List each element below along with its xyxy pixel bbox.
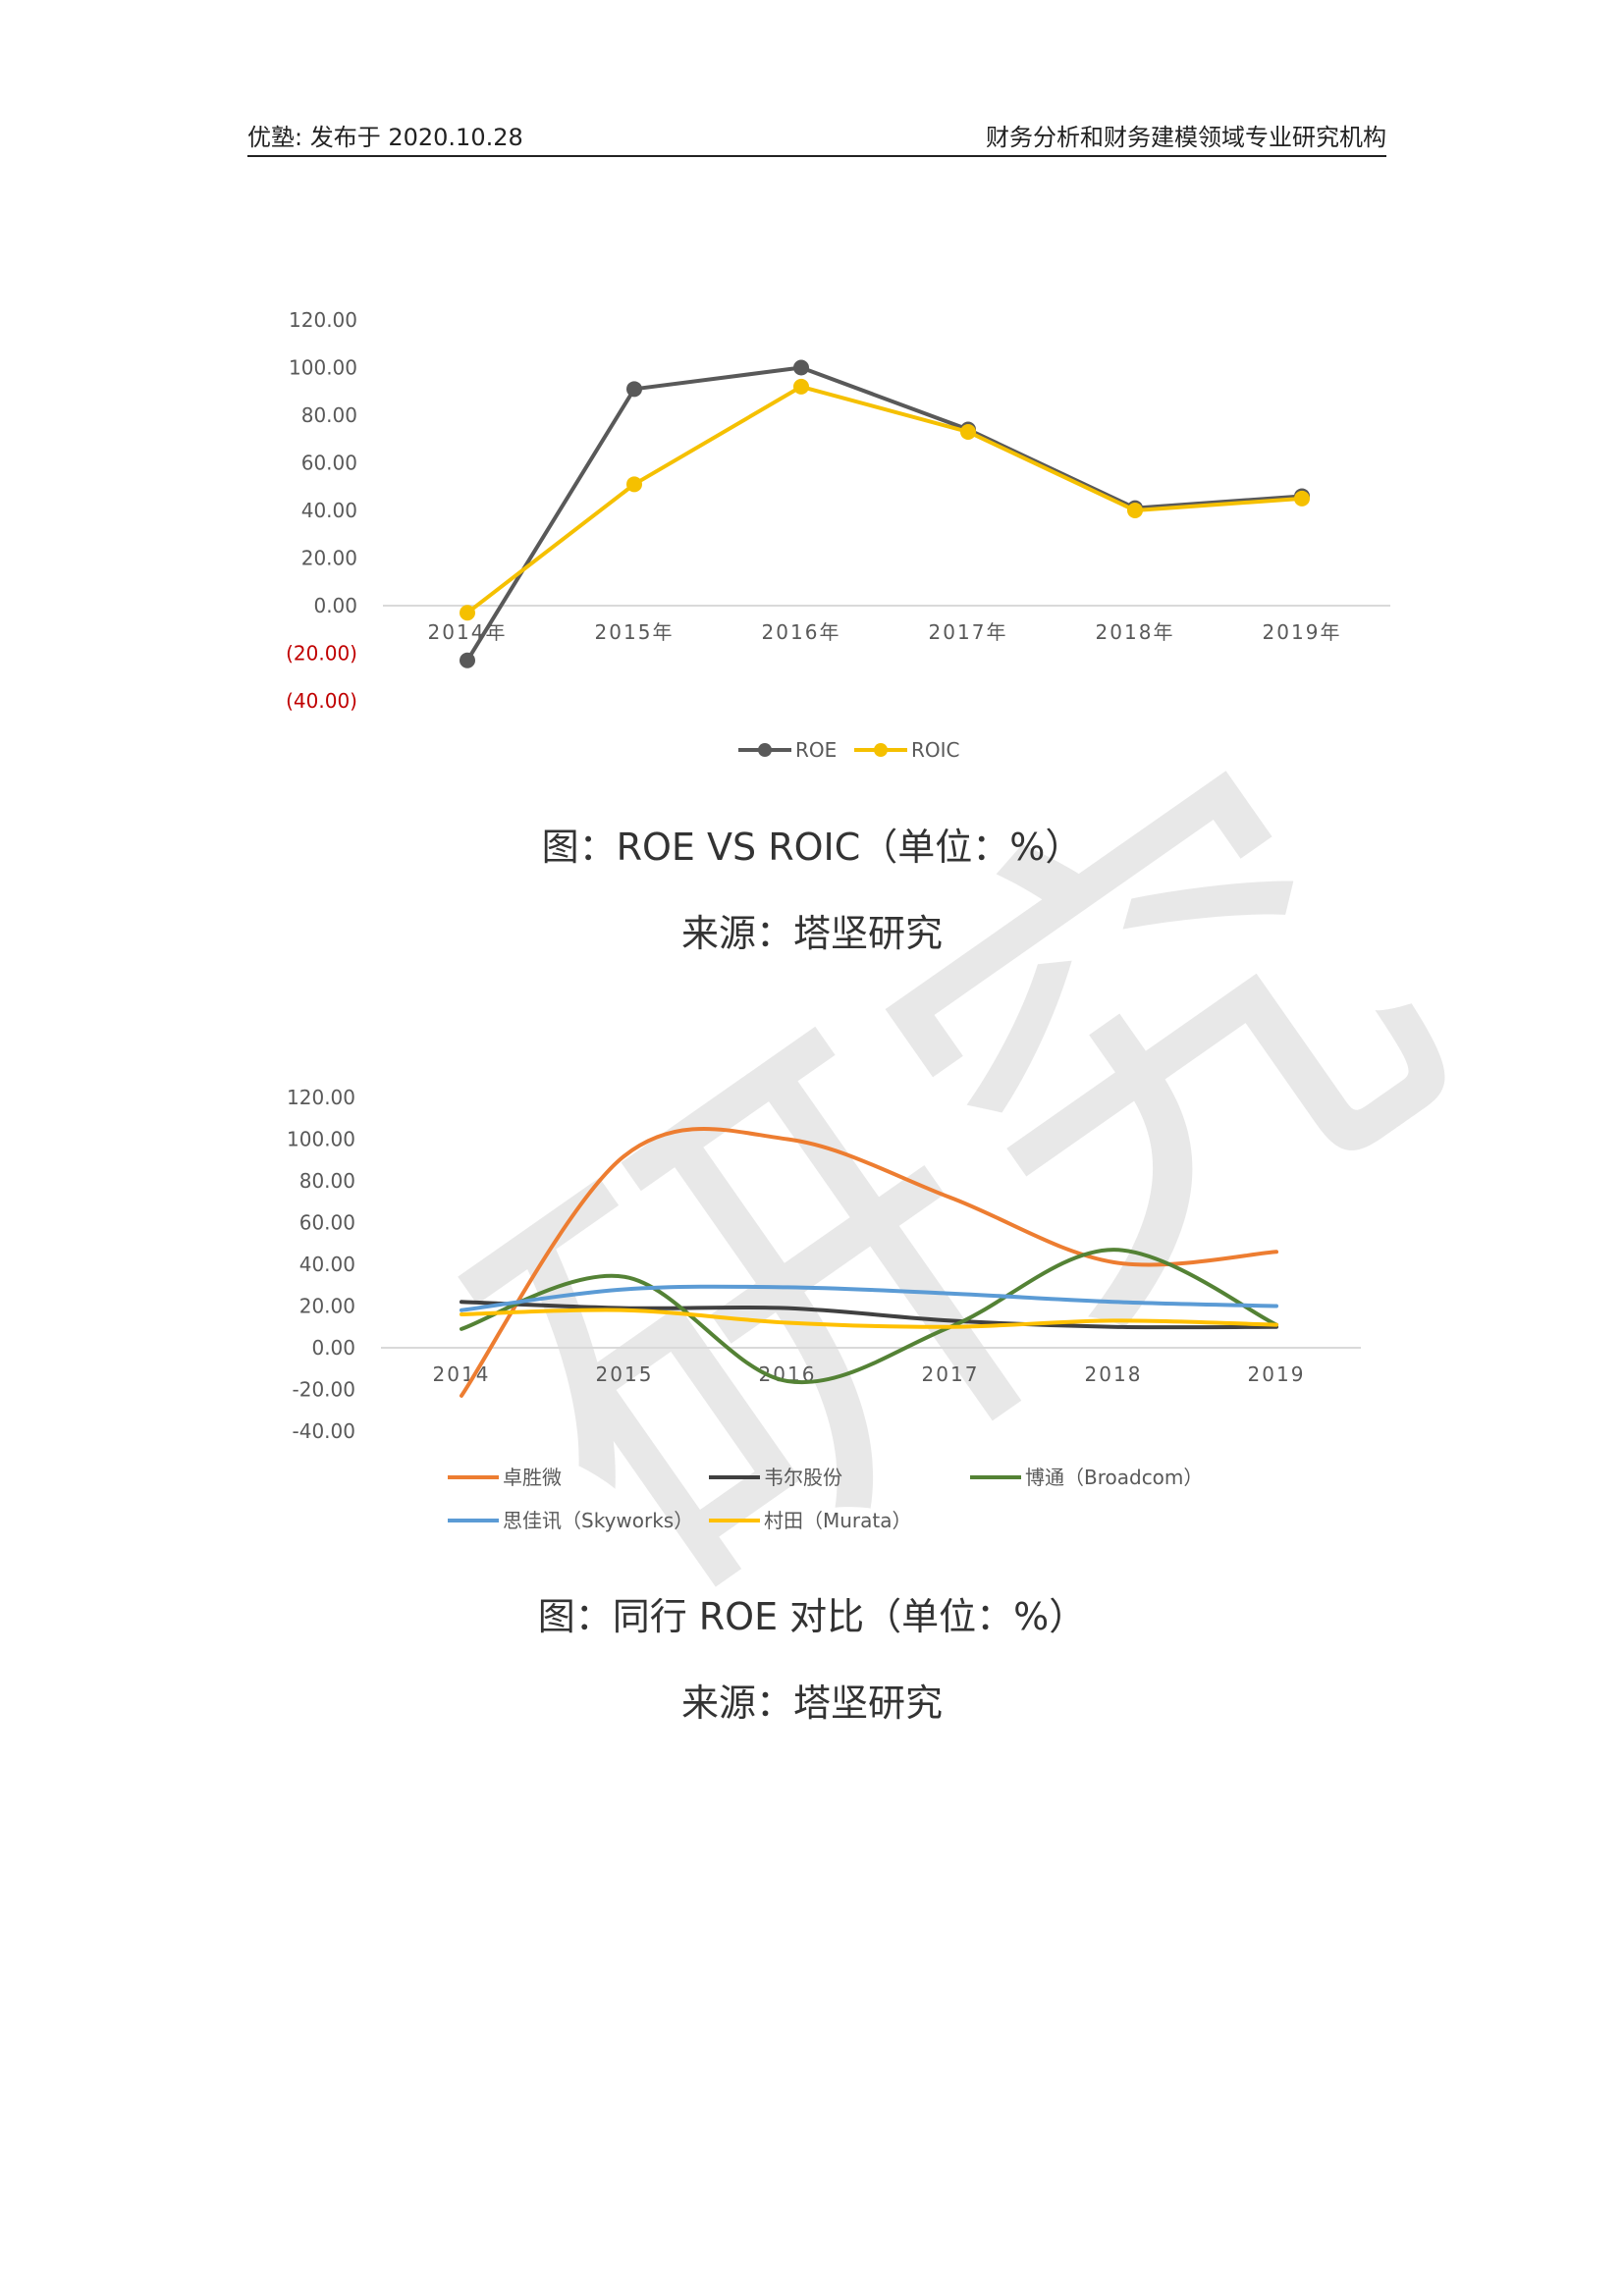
y-tick-label: 0.00 — [311, 1336, 355, 1360]
y-tick-label: 120.00 — [287, 1086, 355, 1109]
y-tick-label: 40.00 — [299, 1253, 355, 1276]
legend-label: 思佳讯（Skyworks） — [503, 1509, 693, 1532]
y-tick-label: 20.00 — [299, 1295, 355, 1318]
chart-2-source: 来源：塔坚研究 — [0, 1673, 1624, 1727]
legend-label: 村田（Murata） — [764, 1509, 912, 1532]
chart-peer-roe-comparison: 120.00 100.00 80.00 60.00 40.00 20.00 0.00 -20.… — [0, 0, 1624, 1590]
series-line — [461, 1302, 1276, 1327]
legend-label: 韦尔股份 — [764, 1466, 842, 1489]
series-lines — [461, 1129, 1276, 1396]
chart-2-title: 图：同行 ROE 对比（单位：%） — [0, 1586, 1624, 1640]
y-tick-label: 60.00 — [299, 1211, 355, 1235]
legend: 卓胜微 韦尔股份 博通（Broadcom） 思佳讯（Skyworks） 村田（Murat… — [448, 1466, 1203, 1532]
x-tick-label: 2017 — [922, 1362, 980, 1386]
y-tick-label: -40.00 — [293, 1419, 355, 1443]
x-tick-label: 2019 — [1248, 1362, 1306, 1386]
y-tick-label: 100.00 — [287, 1128, 355, 1151]
y-tick-label: 80.00 — [299, 1169, 355, 1193]
legend-label: 卓胜微 — [503, 1466, 562, 1489]
x-tick-label: 2015 — [596, 1362, 654, 1386]
x-tick-label: 2018 — [1085, 1362, 1143, 1386]
legend-label: 博通（Broadcom） — [1025, 1466, 1203, 1489]
y-tick-label: -20.00 — [293, 1378, 355, 1402]
series-line — [461, 1129, 1276, 1396]
y-axis-ticks: 120.00 100.00 80.00 60.00 40.00 20.00 0.00 -20.… — [287, 1086, 355, 1443]
series-line — [461, 1250, 1276, 1382]
